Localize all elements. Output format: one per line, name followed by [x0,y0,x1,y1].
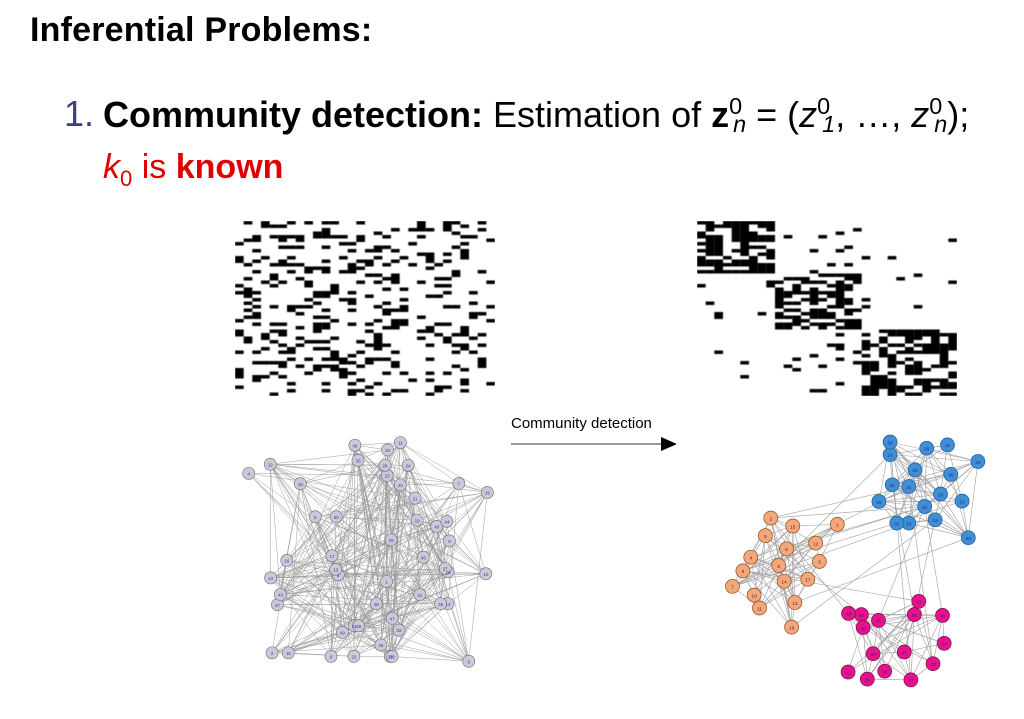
svg-text:25: 25 [912,468,918,474]
svg-text:14: 14 [781,580,787,586]
svg-text:39: 39 [390,655,395,660]
svg-text:42: 42 [268,576,273,581]
svg-text:46: 46 [860,626,866,632]
svg-text:47: 47 [902,650,908,656]
svg-text:44: 44 [942,642,948,648]
svg-text:17: 17 [805,578,811,584]
svg-text:10: 10 [751,593,757,599]
svg-text:13: 13 [792,601,798,607]
svg-text:8: 8 [777,564,780,570]
svg-text:16: 16 [789,625,795,631]
svg-text:43: 43 [278,593,283,598]
svg-text:48: 48 [374,602,379,607]
svg-text:6: 6 [785,547,788,553]
svg-text:25: 25 [485,491,490,496]
svg-text:24: 24 [906,521,912,527]
svg-text:45: 45 [876,619,882,625]
svg-text:35: 35 [438,602,443,607]
svg-text:18: 18 [298,482,303,487]
svg-text:37: 37 [275,603,280,608]
svg-text:50: 50 [334,515,339,520]
svg-text:34: 34 [887,440,893,446]
svg-text:21: 21 [413,496,418,501]
svg-text:19: 19 [415,518,420,523]
svg-text:1: 1 [836,523,839,529]
svg-text:49: 49 [340,631,345,636]
svg-text:36: 36 [378,643,383,648]
svg-text:18: 18 [959,499,965,505]
svg-text:9: 9 [742,569,745,575]
svg-text:23: 23 [385,474,390,479]
svg-text:10: 10 [483,572,488,577]
svg-text:45: 45 [352,443,357,448]
svg-text:19: 19 [932,518,938,524]
svg-text:33: 33 [385,448,390,453]
svg-text:43: 43 [930,662,936,668]
svg-text:27: 27 [887,453,893,459]
svg-text:35: 35 [940,614,946,620]
svg-text:23: 23 [938,492,944,498]
svg-text:29: 29 [389,538,394,543]
svg-text:29: 29 [876,500,882,506]
svg-text:28: 28 [383,463,388,468]
svg-text:41: 41 [916,600,922,606]
svg-text:40: 40 [859,613,865,619]
svg-text:41: 41 [417,593,422,598]
svg-text:32: 32 [890,483,896,489]
svg-text:15: 15 [790,524,796,530]
svg-text:40: 40 [434,525,439,530]
svg-text:17: 17 [330,554,335,559]
svg-text:48: 48 [846,612,852,618]
svg-text:38: 38 [882,670,888,676]
svg-text:46: 46 [421,555,426,560]
svg-text:27: 27 [443,567,448,572]
svg-text:3: 3 [818,560,821,566]
svg-text:4: 4 [749,556,752,562]
svg-text:44: 44 [444,519,449,524]
svg-text:20: 20 [398,483,403,488]
svg-text:30: 30 [356,458,361,463]
svg-text:12: 12 [813,541,819,547]
svg-text:5: 5 [764,534,767,540]
svg-text:49: 49 [870,652,876,658]
svg-text:22: 22 [351,655,356,660]
svg-text:20: 20 [966,536,972,542]
svg-text:2: 2 [769,516,772,522]
svg-text:37: 37 [908,678,914,684]
svg-text:47: 47 [390,616,395,621]
svg-text:11: 11 [398,441,403,446]
svg-text:32: 32 [397,628,402,633]
svg-text:38: 38 [356,624,361,629]
svg-text:13: 13 [333,568,338,573]
svg-text:30: 30 [948,473,954,479]
svg-text:22: 22 [922,505,928,511]
svg-text:42: 42 [845,670,851,676]
svg-text:39: 39 [865,677,871,683]
svg-text:21: 21 [906,485,912,491]
svg-text:28: 28 [924,447,930,453]
svg-text:26: 26 [975,460,981,466]
svg-text:15: 15 [286,651,291,656]
svg-text:7: 7 [731,585,734,591]
svg-text:11: 11 [757,606,762,612]
svg-text:12: 12 [268,462,273,467]
svg-text:14: 14 [445,602,450,607]
svg-text:16: 16 [284,559,289,564]
svg-text:31: 31 [945,443,951,449]
svg-text:33: 33 [894,521,900,527]
svg-text:24: 24 [406,463,411,468]
svg-text:36: 36 [912,613,918,619]
